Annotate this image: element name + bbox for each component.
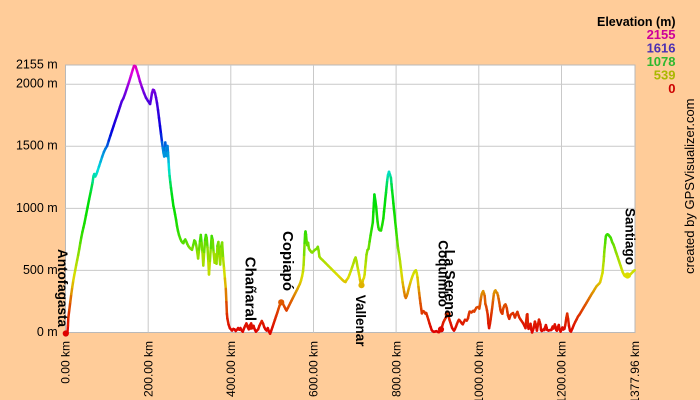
svg-text:1000 m: 1000 m — [16, 201, 58, 215]
svg-text:0 m: 0 m — [37, 325, 58, 339]
svg-text:Elevation (m): Elevation (m) — [597, 15, 676, 29]
svg-text:Chañaral: Chañaral — [242, 257, 259, 321]
svg-text:created by GPSVisualizer.com: created by GPSVisualizer.com — [682, 99, 697, 274]
svg-text:1200.00 km: 1200.00 km — [555, 341, 569, 400]
svg-text:1078: 1078 — [647, 54, 676, 69]
svg-text:600.00 km: 600.00 km — [307, 341, 321, 397]
svg-text:Santiago: Santiago — [623, 208, 638, 265]
svg-text:2155: 2155 — [647, 27, 676, 42]
svg-text:La Serena: La Serena — [441, 250, 457, 319]
svg-text:2000 m: 2000 m — [16, 77, 58, 91]
svg-text:539: 539 — [654, 68, 676, 83]
svg-text:Copiapó: Copiapó — [279, 231, 296, 291]
svg-text:1500 m: 1500 m — [16, 139, 58, 153]
svg-text:Vallenar: Vallenar — [353, 295, 368, 348]
svg-text:1616: 1616 — [647, 41, 676, 56]
svg-text:500 m: 500 m — [23, 263, 58, 277]
svg-text:1377.96 km: 1377.96 km — [628, 341, 642, 400]
svg-text:2155 m: 2155 m — [16, 57, 58, 71]
svg-text:400.00 km: 400.00 km — [224, 341, 238, 397]
svg-text:1000.00 km: 1000.00 km — [472, 341, 486, 400]
svg-text:0: 0 — [668, 81, 675, 96]
svg-text:200.00 km: 200.00 km — [141, 341, 155, 397]
svg-text:Coquimbo: Coquimbo — [436, 240, 451, 307]
svg-text:Antofagasta: Antofagasta — [55, 249, 70, 327]
svg-text:800.00 km: 800.00 km — [389, 341, 403, 397]
svg-text:0.00 km: 0.00 km — [59, 341, 73, 384]
